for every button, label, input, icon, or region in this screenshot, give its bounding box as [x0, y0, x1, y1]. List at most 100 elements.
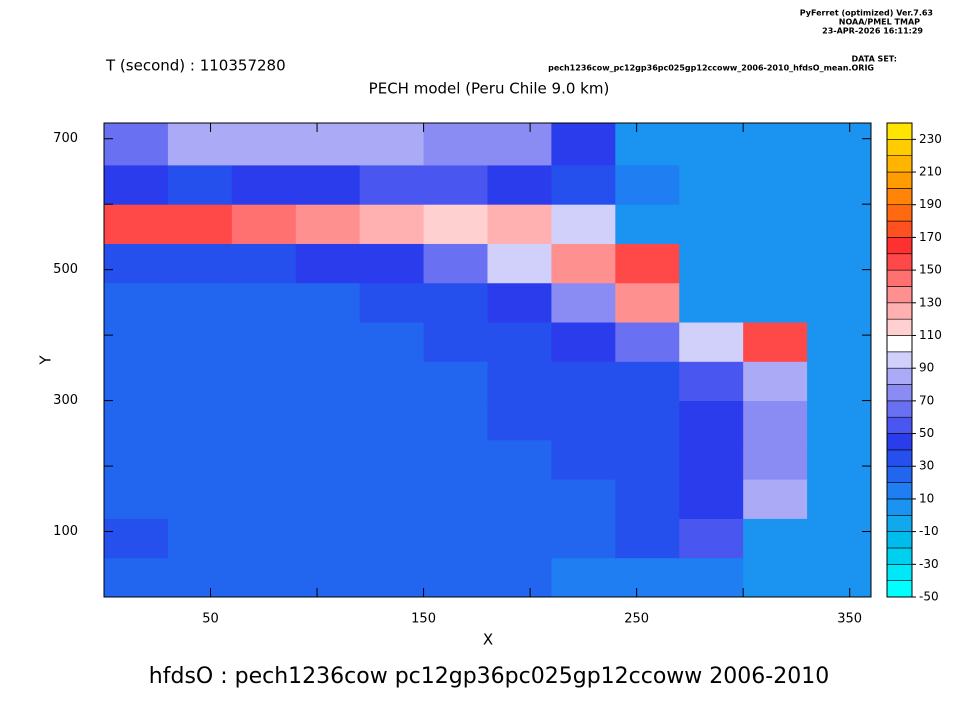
- heat-cell: [487, 361, 552, 402]
- heat-cell: [167, 282, 233, 323]
- x-tick-label: 350: [837, 612, 862, 627]
- heat-cell: [615, 479, 680, 519]
- heat-cell: [743, 204, 808, 244]
- heat-cell: [231, 282, 297, 323]
- colorbar-band: [886, 367, 913, 385]
- heat-cell: [615, 243, 680, 284]
- heat-cell: [487, 243, 552, 284]
- colorbar-band: [886, 400, 913, 418]
- heat-cell: [423, 164, 488, 205]
- colorbar-band: [886, 302, 913, 320]
- heat-cell: [807, 282, 872, 323]
- heat-cell: [551, 123, 616, 166]
- colorbar-band: [886, 269, 913, 287]
- heat-cell: [295, 439, 361, 480]
- y-tick-label: 500: [53, 262, 78, 277]
- colorbar-band: [886, 155, 913, 173]
- y-tick-label: 700: [53, 131, 78, 146]
- heat-cell: [551, 557, 616, 598]
- heat-cell: [167, 322, 233, 362]
- heat-cell: [551, 164, 616, 205]
- x-tick-label: 50: [202, 612, 219, 627]
- heat-cell: [423, 479, 488, 519]
- header-line: 23-APR-2026 16:11:29: [822, 27, 923, 36]
- colorbar-band: [886, 237, 913, 255]
- heat-cell: [743, 164, 808, 205]
- colorbar-band: [886, 253, 913, 271]
- heat-cell: [743, 322, 808, 362]
- heat-cell: [615, 518, 680, 559]
- heat-cell: [551, 322, 616, 362]
- heat-cell: [679, 518, 744, 559]
- header-line: DATA SET:: [852, 55, 897, 64]
- heat-cell: [359, 400, 425, 441]
- heat-cell: [231, 518, 297, 559]
- heat-cell: [359, 243, 425, 284]
- heat-cell: [104, 243, 169, 284]
- heat-cell: [295, 518, 361, 559]
- x-axis-label: X: [483, 631, 493, 649]
- colorbar-band: [886, 514, 913, 532]
- heat-cell: [104, 439, 169, 480]
- heat-cell: [743, 282, 808, 323]
- heat-cell: [551, 400, 616, 441]
- heat-cell: [615, 123, 680, 166]
- heat-cell: [615, 400, 680, 441]
- heat-cell: [807, 518, 872, 559]
- heat-cell: [104, 204, 169, 244]
- colorbar-band: [886, 531, 913, 549]
- heat-cell: [231, 204, 297, 244]
- colorbar-band: [886, 122, 913, 140]
- colorbar-band: [886, 351, 913, 369]
- colorbar-tick-label: 90: [919, 361, 934, 375]
- y-tick-label: 300: [53, 393, 78, 408]
- colorbar-band: [886, 171, 913, 189]
- heat-cell: [679, 479, 744, 519]
- colorbar-band: [886, 580, 913, 598]
- heat-cell: [615, 439, 680, 480]
- heat-cell: [231, 164, 297, 205]
- colorbar-band: [886, 188, 913, 206]
- colorbar-tick-label: 170: [919, 230, 942, 244]
- heat-cell: [551, 361, 616, 402]
- heat-cell: [615, 361, 680, 402]
- heat-cell: [104, 557, 169, 598]
- heat-cell: [104, 400, 169, 441]
- heat-cell: [807, 243, 872, 284]
- heat-cell: [423, 123, 488, 166]
- heat-cell: [679, 204, 744, 244]
- heat-cell: [807, 439, 872, 480]
- heat-cell: [679, 282, 744, 323]
- heat-cell: [295, 123, 361, 166]
- heat-cell: [423, 361, 488, 402]
- heat-cell: [487, 282, 552, 323]
- colorbar-band: [886, 547, 913, 565]
- colorbar-tick-label: 30: [919, 459, 934, 473]
- heat-cell: [231, 322, 297, 362]
- heat-cell: [807, 204, 872, 244]
- colorbar-band: [886, 335, 913, 353]
- heat-cell: [295, 243, 361, 284]
- heat-cell: [743, 123, 808, 166]
- heat-cell: [743, 557, 808, 598]
- heat-cell: [167, 439, 233, 480]
- heat-cell: [423, 243, 488, 284]
- heat-cell: [231, 557, 297, 598]
- heat-cell: [295, 557, 361, 598]
- heat-cell: [167, 557, 233, 598]
- colorbar-band: [886, 564, 913, 581]
- colorbar-tick-label: 230: [919, 132, 942, 146]
- heat-cell: [679, 164, 744, 205]
- heat-cell: [359, 123, 425, 166]
- heat-cell: [359, 557, 425, 598]
- heat-cell: [807, 164, 872, 205]
- colorbar-band: [886, 498, 913, 516]
- heat-cell: [231, 400, 297, 441]
- heat-cell: [231, 361, 297, 402]
- heat-cell: [551, 439, 616, 480]
- heat-cell: [551, 243, 616, 284]
- heat-cell: [551, 282, 616, 323]
- header-line: PyFerret (optimized) Ver.7.63: [800, 9, 933, 18]
- heat-cell: [231, 439, 297, 480]
